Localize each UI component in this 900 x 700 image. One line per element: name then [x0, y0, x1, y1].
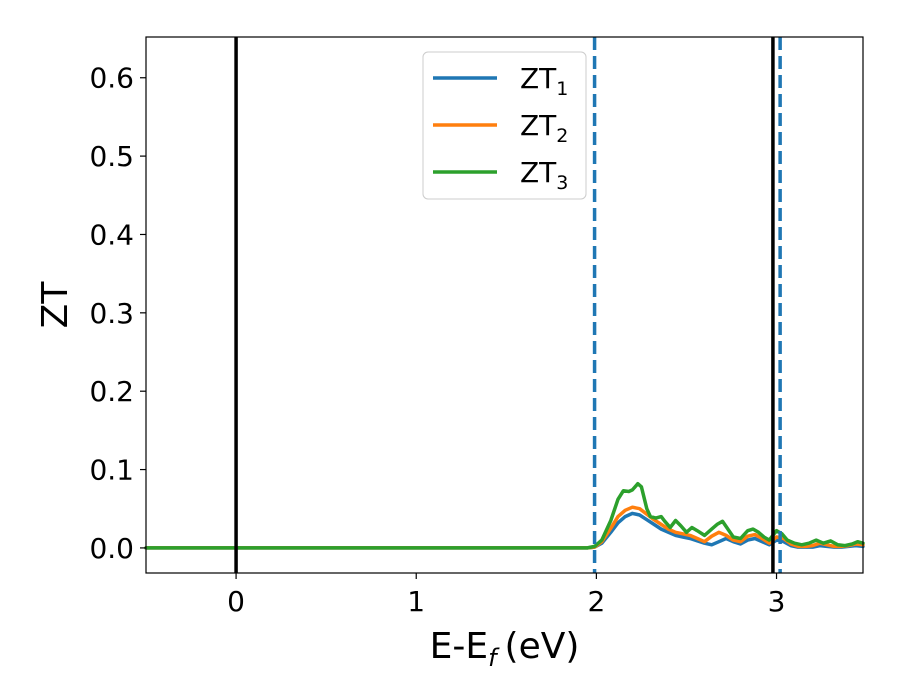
y-tick-label: 0.4 — [89, 218, 134, 251]
y-axis-label: ZT — [35, 281, 76, 329]
x-axis-label-subscript: f — [488, 644, 500, 672]
y-axis: 0.0 0.1 0.2 0.3 0.4 0.5 0.6 — [89, 62, 146, 565]
x-axis-label-unit: (eV) — [505, 626, 580, 667]
x-axis-label-main: E-E — [430, 626, 488, 667]
x-tick-label: 3 — [768, 585, 786, 618]
y-tick-label: 0.0 — [89, 532, 134, 565]
x-tick-label: 0 — [227, 585, 245, 618]
legend-label-subscript: 2 — [556, 125, 568, 147]
series-line-2 — [144, 505, 865, 550]
y-tick-label: 0.2 — [89, 375, 134, 408]
x-tick-label: 1 — [407, 585, 425, 618]
legend-label-main: ZT — [520, 109, 557, 142]
vline-layer — [234, 37, 782, 573]
x-tick-label: 2 — [587, 585, 605, 618]
series-line-1 — [144, 511, 865, 550]
y-tick-label: 0.1 — [89, 454, 134, 487]
x-axis-label: E-Ef (eV) — [430, 626, 580, 672]
x-axis: 0 1 2 3 — [227, 573, 785, 618]
legend-box — [422, 51, 587, 200]
y-tick-label: 0.6 — [89, 62, 134, 95]
plot-area-frame — [145, 36, 864, 574]
legend-label-2: ZT2 — [520, 109, 568, 147]
legend-label-3: ZT3 — [520, 156, 568, 194]
legend-label-subscript: 3 — [556, 172, 568, 194]
legend-label-1: ZT1 — [520, 62, 568, 100]
series-layer — [144, 481, 865, 550]
legend-label-subscript: 1 — [556, 78, 568, 100]
y-tick-label: 0.5 — [89, 140, 134, 173]
y-tick-label: 0.3 — [89, 297, 134, 330]
series-line-3 — [144, 481, 865, 550]
legend-label-main: ZT — [520, 62, 557, 95]
legend-label-main: ZT — [520, 156, 557, 189]
